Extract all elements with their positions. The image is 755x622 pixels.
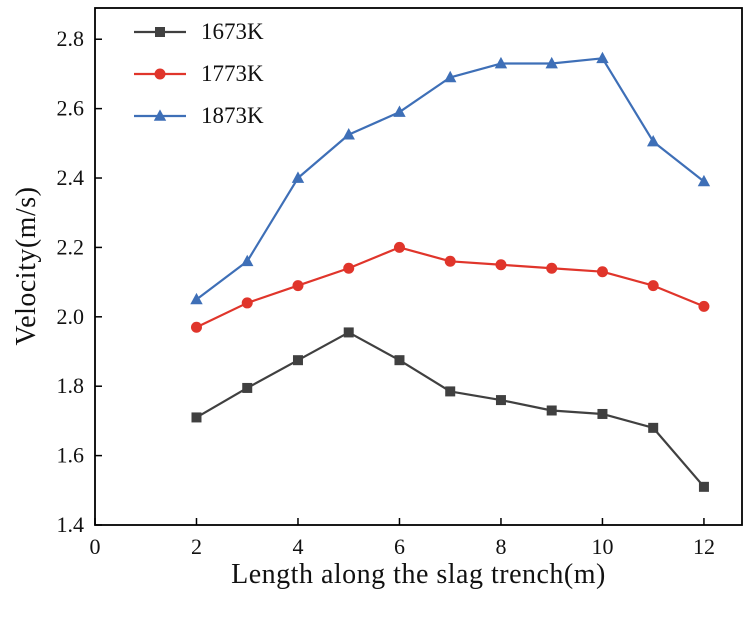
x-tick-label: 6 [394,534,405,559]
x-tick-label: 10 [591,534,613,559]
data-point [596,266,608,278]
y-tick-label: 2.4 [57,165,85,190]
data-point [646,134,660,147]
data-point [697,174,711,187]
data-point [393,105,406,117]
data-point [597,408,608,419]
legend-item-1873k: 1873K [133,100,264,132]
x-tick-label: 8 [495,534,506,559]
legend-label: 1673K [201,19,264,44]
legend-item-1773k: 1773K [133,58,264,90]
data-point [190,321,202,333]
series-1773k [190,241,710,333]
legend-sample-square-icon [134,27,186,37]
legend-label: 1773K [201,61,264,86]
data-point [241,297,253,309]
series-1873k [190,51,711,305]
data-point [698,481,709,492]
data-point [292,280,304,292]
marker-square [155,27,165,37]
x-tick-label: 0 [90,534,101,559]
x-axis-title: Length along the slag trench(m) [231,559,606,590]
data-point [445,386,456,397]
data-point [546,405,557,416]
x-tick-label: 4 [292,534,303,559]
legend-sample-triangle-icon [134,109,186,121]
data-point [394,355,405,366]
data-point [190,292,203,305]
y-tick-label: 2.0 [57,304,85,329]
data-point [343,327,354,338]
data-point [444,70,457,83]
data-point [596,51,609,64]
marker-circle [154,68,166,80]
plot-frame [94,7,743,526]
series-line [195,331,705,488]
data-point [494,56,508,69]
marker-triangle [153,109,167,121]
y-tick-label: 2.2 [57,234,85,259]
legend-sample-circle-icon [134,68,186,80]
data-point [191,412,202,423]
y-tick-label: 2.8 [57,26,85,51]
legend: 1673K 1773K 1873K [133,16,264,132]
data-point [291,171,305,183]
data-point [444,255,456,267]
y-tick-label: 1.4 [57,512,85,537]
data-point [546,262,558,274]
data-point [342,128,355,140]
data-point [647,280,659,292]
y-tick-label: 2.6 [57,96,85,121]
data-point [698,300,710,312]
data-point [393,241,405,253]
data-point [545,56,558,69]
data-point [292,355,303,366]
data-point [495,395,506,406]
data-point [648,422,659,433]
y-tick-label: 1.8 [57,373,85,398]
x-tick-label: 12 [693,534,715,559]
y-tick-label: 1.6 [57,443,85,468]
series-1673k [191,327,709,492]
data-point [242,382,253,393]
y-axis-title: Velocity(m/s) [11,186,42,346]
data-point [343,262,355,274]
legend-item-1673k: 1673K [133,16,264,48]
x-tick-label: 2 [191,534,202,559]
legend-label: 1873K [201,103,264,128]
data-point [495,259,507,271]
data-point [241,254,254,267]
